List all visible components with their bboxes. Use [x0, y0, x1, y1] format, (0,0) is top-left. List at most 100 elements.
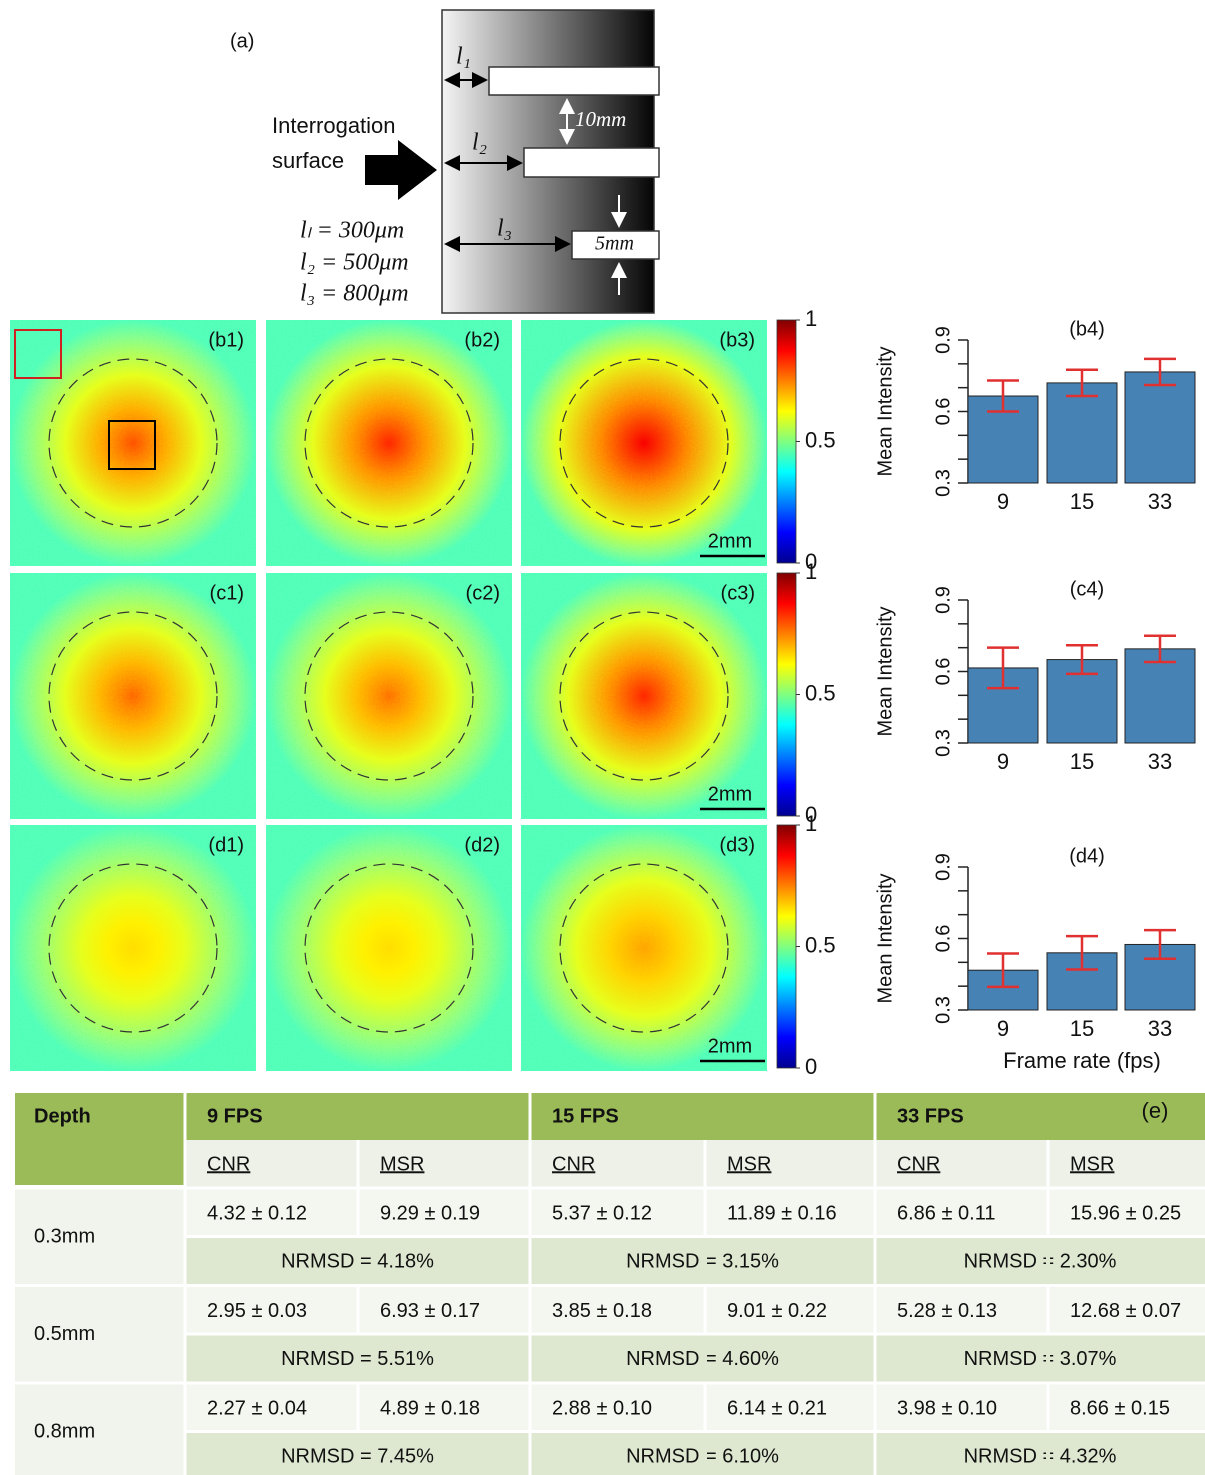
depth-label: 0.8mm: [34, 1420, 95, 1442]
x-tick-label: 33: [1148, 749, 1172, 774]
colorbar-tick-label: 0: [805, 802, 817, 827]
heatmap-noise: [266, 825, 512, 1071]
error-bar: [1066, 934, 1098, 971]
nrmsd-cell: NRMSD = 4.32%: [964, 1445, 1117, 1467]
value-cell: 9.01 ± 0.22: [727, 1300, 827, 1322]
depth-label: 0.3mm: [34, 1225, 95, 1247]
bar: [1124, 371, 1196, 484]
subheader-cell: MSR: [1070, 1153, 1114, 1175]
error-bar: [1144, 634, 1176, 664]
bar-chart: 0.3 0.6 0.9 Mean Intensity (b4) 9 15 33: [874, 318, 1196, 514]
panel-label: (c1): [210, 582, 244, 604]
panel-label: (a): [230, 30, 254, 52]
merged-cell-fill: [1046, 1335, 1050, 1382]
value-cell: 11.89 ± 0.16: [727, 1202, 837, 1224]
x-tick-label: 9: [997, 749, 1009, 774]
value-cell: 8.66 ± 0.15: [1070, 1397, 1170, 1419]
merged-cell-fill: [356, 1335, 360, 1382]
heatmap-noise: [10, 573, 256, 819]
dim-label: l₃: [497, 216, 512, 242]
panel-label: (c3): [721, 582, 755, 604]
heatmap-noise: [266, 573, 512, 819]
dim-label: l₁: [456, 44, 471, 70]
depth-header: [15, 1093, 185, 1185]
panel-label: (d3): [719, 834, 755, 856]
y-tick-label: 0.6: [932, 925, 954, 953]
subheader-cell: MSR: [727, 1153, 771, 1175]
panel-label: (b3): [719, 329, 755, 351]
value-cell: 5.37 ± 0.12: [552, 1202, 652, 1224]
colorbar: [776, 319, 797, 564]
background-roi: [14, 329, 62, 379]
colorbar-tick-label: 0.5: [805, 680, 836, 705]
heatmap-noise: [10, 825, 256, 1071]
value-cell: 12.68 ± 0.07: [1070, 1300, 1181, 1322]
scale-bar-label: 2mm: [708, 530, 752, 552]
error-bar: [1066, 368, 1098, 398]
colorbar: [776, 824, 797, 1069]
nrmsd-cell: NRMSD = 6.10%: [626, 1445, 779, 1467]
roi-circle: [48, 611, 218, 781]
depth-cell: [15, 1188, 185, 1286]
subheader-cell: CNR: [552, 1153, 595, 1175]
roi-circle: [48, 358, 218, 528]
panel-label: (c2): [466, 582, 500, 604]
header-cell: 9 FPS: [207, 1105, 263, 1127]
slot: [523, 147, 660, 178]
value-cell: 3.85 ± 0.18: [552, 1300, 652, 1322]
signal-roi: [108, 420, 156, 470]
surface-arrow: [365, 140, 437, 200]
value-row: [185, 1285, 1205, 1334]
header-cell: Depth: [34, 1105, 91, 1127]
nrmsd-cell: NRMSD = 3.15%: [626, 1250, 779, 1272]
nrmsd-row: [185, 1236, 1205, 1286]
roi-circle: [304, 863, 474, 1033]
x-tick-label: 9: [997, 1016, 1009, 1041]
heatmap-noise: [521, 573, 767, 819]
subheader-cell: CNR: [897, 1153, 940, 1175]
subheader-row: [185, 1140, 1205, 1188]
gap-label: 5mm: [595, 233, 634, 255]
equation: lₗ = 300μm: [300, 218, 404, 244]
colorbar-tick-label: 0.5: [805, 932, 836, 957]
merged-cell-fill: [1046, 1238, 1050, 1284]
nrmsd-cell: NRMSD = 4.60%: [626, 1348, 779, 1370]
y-tick-label: 0.3: [932, 469, 954, 497]
error-bar: [987, 952, 1019, 989]
subheader-cell: MSR: [380, 1153, 424, 1175]
value-cell: 6.86 ± 0.11: [897, 1202, 995, 1224]
value-cell: 3.98 ± 0.10: [897, 1397, 997, 1419]
heatmap-noise: [10, 320, 256, 566]
value-cell: 4.89 ± 0.18: [380, 1397, 480, 1419]
value-cell: 2.95 ± 0.03: [207, 1300, 307, 1322]
merged-cell-fill: [356, 1238, 360, 1284]
x-tick-label: 33: [1148, 1016, 1172, 1041]
table-label: (e): [1142, 1098, 1169, 1123]
bar-chart: 0.3 0.6 0.9 Mean Intensity (c4) 9 15 33: [874, 578, 1196, 774]
subheader-cell: CNR: [207, 1153, 250, 1175]
value-row: [185, 1188, 1205, 1237]
y-tick-label: 0.3: [932, 729, 954, 757]
scale-bar-label: 2mm: [708, 1035, 752, 1057]
chart-title: (c4): [1070, 578, 1104, 600]
y-axis-label: Mean Intensity: [874, 346, 896, 476]
dim-label: l₂: [472, 130, 487, 156]
y-tick-label: 0.9: [932, 326, 954, 354]
x-tick-label: 15: [1070, 489, 1094, 514]
x-tick-label: 9: [997, 489, 1009, 514]
value-cell: 2.88 ± 0.10: [552, 1397, 652, 1419]
error-bar: [987, 379, 1019, 413]
heatmaps: (b1) (b2) (b3) 0 0.5 1 2mm (c1) (c2) (c3) 0 0.5 1 2mm…: [10, 306, 836, 1079]
roi-circle: [48, 863, 218, 1033]
equation: l₃ = 800μm: [300, 281, 409, 307]
nrmsd-row: [185, 1334, 1205, 1383]
header-cell: 15 FPS: [552, 1105, 619, 1127]
nrmsd-row: [185, 1431, 1205, 1475]
nrmsd-cell: NRMSD = 2.30%: [964, 1250, 1117, 1272]
slot: [488, 66, 660, 96]
header-cell: 33 FPS: [897, 1105, 964, 1127]
nrmsd-cell: NRMSD = 3.07%: [964, 1348, 1117, 1370]
error-bar: [1144, 357, 1176, 387]
results-table: 9 FPS 15 FPS 33 FPS Depth (e) CNR MSR CNR MSR CNR…: [15, 1093, 1205, 1475]
